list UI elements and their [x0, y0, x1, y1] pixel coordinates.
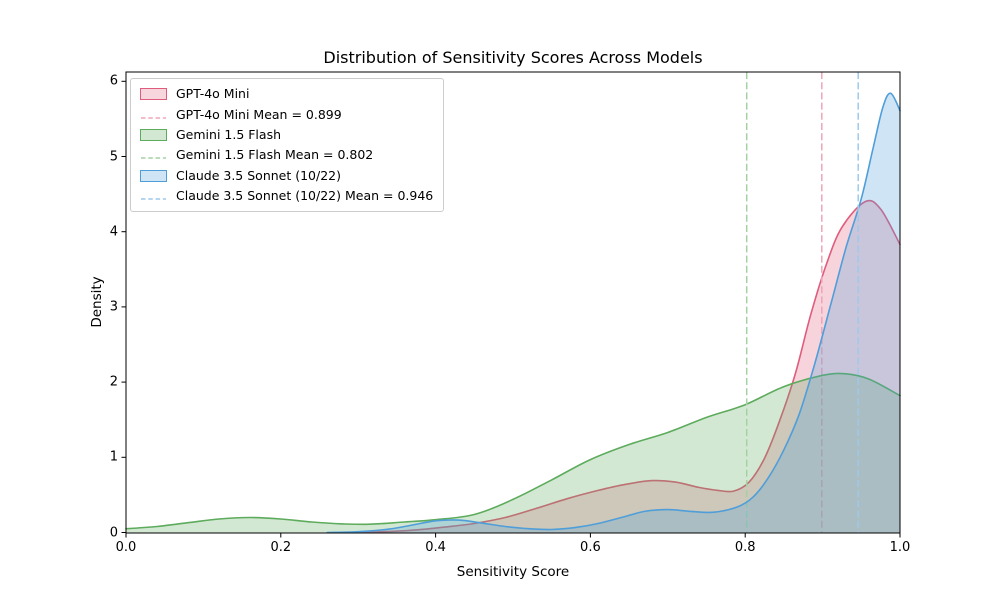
x-tick-label: 0.6 [580, 540, 601, 555]
kde-fill-gpt-4o-mini [350, 200, 900, 533]
legend-item-label: Gemini 1.5 Flash Mean = 0.802 [176, 147, 374, 163]
legend-item: Claude 3.5 Sonnet (10/22) [140, 167, 433, 185]
x-tick-label: 0.2 [270, 540, 292, 555]
y-tick-label: 1 [109, 449, 118, 465]
kde-fill-claude-3-5-sonnet-10-22 [327, 93, 900, 533]
legend-item: GPT-4o Mini Mean = 0.899 [140, 105, 433, 123]
legend-swatch-icon [140, 88, 167, 101]
kde-fill-gemini-1-5-flash [126, 373, 900, 533]
x-axis-label: Sensitivity Score [456, 564, 570, 580]
y-tick-label: 2 [109, 374, 118, 390]
chart-title: Distribution of Sensitivity Scores Acros… [323, 48, 703, 67]
y-tick-label: 5 [109, 149, 118, 164]
legend-dash-icon [140, 109, 167, 121]
legend-swatch-icon [140, 169, 167, 182]
legend-dash-icon [140, 190, 167, 202]
legend-item-label: Gemini 1.5 Flash [176, 126, 282, 142]
legend-item-label: GPT-4o Mini Mean = 0.899 [176, 106, 342, 122]
legend-item: GPT-4o Mini [140, 85, 433, 103]
plot-frame [125, 71, 901, 534]
legend-item: Claude 3.5 Sonnet (10/22) Mean = 0.946 [140, 187, 433, 205]
kde-curve-gemini-1-5-flash [125, 372, 901, 530]
x-tick-label: 0.4 [425, 540, 446, 555]
y-tick-label: 3 [109, 299, 118, 315]
legend-item-label: GPT-4o Mini [176, 86, 250, 102]
y-tick-label: 6 [109, 73, 118, 89]
x-tick-label: 0.8 [734, 540, 756, 555]
legend-swatch-icon [140, 128, 167, 141]
legend-dash-icon [140, 149, 167, 161]
x-tick-label: 1.0 [889, 540, 911, 555]
y-tick-label: 0 [109, 525, 118, 540]
x-tick-label: 0.0 [115, 540, 137, 555]
kde-curve-gpt-4o-mini [349, 199, 901, 534]
legend-item: Gemini 1.5 Flash [140, 126, 433, 144]
kde-curve-claude-3-5-sonnet-10-22 [326, 92, 901, 534]
legend-item: Gemini 1.5 Flash Mean = 0.802 [140, 146, 433, 164]
y-tick-label: 4 [109, 224, 118, 240]
legend-item-label: Claude 3.5 Sonnet (10/22) [176, 167, 342, 183]
legend-item-label: Claude 3.5 Sonnet (10/22) Mean = 0.946 [176, 188, 434, 204]
legend-box: GPT-4o Mini GPT-4o Mini Mean = 0.899 Gemin… [130, 78, 445, 213]
